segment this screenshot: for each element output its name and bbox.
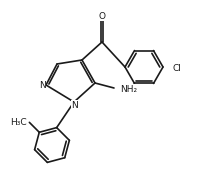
Text: Cl: Cl bbox=[172, 63, 181, 73]
Text: N: N bbox=[39, 81, 46, 89]
Text: NH₂: NH₂ bbox=[119, 84, 136, 94]
Text: N: N bbox=[71, 101, 78, 110]
Text: O: O bbox=[98, 12, 105, 20]
Text: H₃C: H₃C bbox=[10, 118, 27, 127]
